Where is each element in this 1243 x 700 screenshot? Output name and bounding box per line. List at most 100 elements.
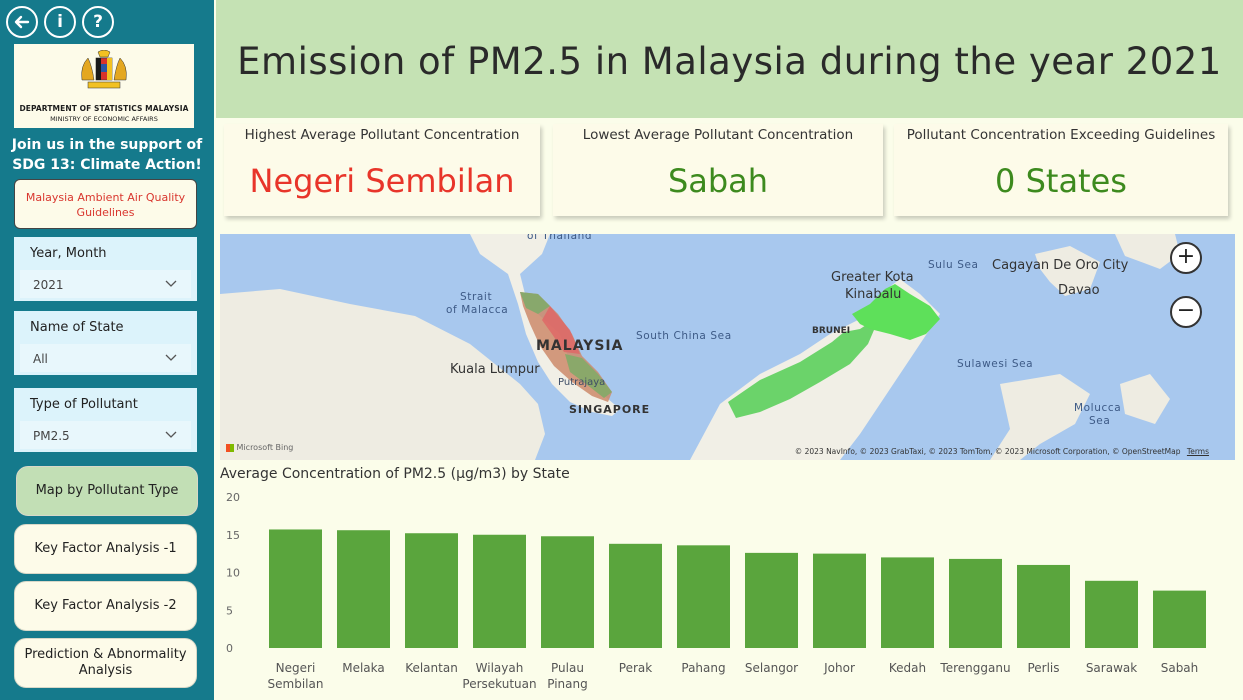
map-label-strait-2: of Malacca (446, 304, 509, 316)
bing-label: Microsoft Bing (236, 443, 294, 452)
pollutant-dropdown[interactable]: PM2.5 (20, 421, 191, 449)
x-tick-label: Negeri (276, 661, 316, 675)
filter-label: Name of State (30, 320, 124, 335)
back-arrow-icon[interactable] (6, 6, 38, 38)
terms-link[interactable]: Terms (1186, 447, 1209, 456)
map-label-kota-kinabalu: Greater Kota (831, 270, 914, 285)
y-tick-label: 20 (226, 491, 240, 504)
map-label-molucca: Molucca (1074, 402, 1122, 414)
air-quality-guidelines-button[interactable]: Malaysia Ambient Air Quality Guidelines (14, 179, 197, 229)
x-tick-label: Sarawak (1086, 661, 1137, 675)
attribution-text: © 2023 NavInfo, © 2023 GrabTaxi, © 2023 … (794, 447, 1181, 456)
zoom-out-button[interactable]: − (1170, 296, 1202, 328)
filter-value: PM2.5 (33, 429, 70, 443)
y-tick-label: 0 (226, 642, 233, 655)
bar-wilayah-persekutuan[interactable] (473, 534, 526, 648)
filter-value: 2021 (33, 278, 64, 292)
bar-terengganu[interactable] (949, 558, 1002, 648)
state-kelantan (542, 306, 580, 354)
y-tick-label: 15 (226, 529, 240, 542)
map-label-kuala-lumpur: Kuala Lumpur (450, 362, 540, 377)
x-tick-label: Kelantan (405, 661, 458, 675)
y-tick-label: 10 (226, 567, 240, 580)
land-sulawesi (990, 374, 1090, 460)
state-pahang-johor (565, 354, 612, 398)
kpi-value: Negeri Sembilan (249, 162, 515, 200)
kpi-value: Sabah (667, 162, 769, 200)
map-attribution: © 2023 NavInfo, © 2023 GrabTaxi, © 2023 … (795, 447, 1209, 456)
x-tick-label: Sembilan (268, 677, 324, 691)
chevron-down-icon (165, 280, 177, 287)
x-tick-label: Pahang (681, 661, 725, 675)
x-tick-label: Pulau (551, 661, 584, 675)
sidebar: i ? DEPARTMENT OF STATISTICS MALAYSIA MI… (0, 0, 214, 700)
y-tick-label: 5 (226, 604, 233, 617)
chevron-down-icon (165, 354, 177, 361)
map-label-davao: Davao (1058, 283, 1100, 298)
map-by-pollutant-button[interactable]: Map by Pollutant Type (16, 466, 198, 516)
key-factor-analysis-1-button[interactable]: Key Factor Analysis -1 (14, 524, 197, 574)
bar-johor[interactable] (813, 553, 866, 648)
help-icon-glyph: ? (93, 12, 103, 32)
x-tick-label: Kedah (889, 661, 926, 675)
filter-value: All (33, 352, 48, 366)
bar-kelantan[interactable] (405, 533, 458, 648)
map-label-cagayan: Cagayan De Oro City (992, 258, 1129, 273)
bar-sabah[interactable] (1153, 590, 1206, 648)
state-perlis-kedah (520, 292, 550, 314)
state-dropdown[interactable]: All (20, 344, 191, 372)
filter-pollutant: Type of Pollutant PM2.5 (14, 388, 197, 452)
map-label-sulawesi-sea: Sulawesi Sea (957, 358, 1034, 370)
map-label-singapore: SINGAPORE (569, 403, 651, 416)
year-month-dropdown[interactable]: 2021 (20, 270, 191, 298)
filter-label: Year, Month (30, 246, 107, 261)
map-label-south-china-sea: South China Sea (636, 330, 732, 342)
x-tick-label: Pinang (547, 677, 588, 691)
logo-card: DEPARTMENT OF STATISTICS MALAYSIA MINIST… (14, 44, 194, 128)
bar-pahang[interactable] (677, 545, 730, 648)
kpi-value: 0 States (995, 162, 1127, 200)
map-label-sulu-sea: Sulu Sea (928, 259, 979, 271)
bar-perak[interactable] (609, 543, 662, 648)
help-icon[interactable]: ? (82, 6, 114, 38)
bar-pulau-pinang[interactable] (541, 536, 594, 648)
pm25-bar-chart: 0 5 10 15 20 Negeri Sembilan Melaka Kelantan Wila… (226, 491, 1206, 691)
land-mindanao (1035, 246, 1100, 296)
header-banner: Emission of PM2.5 in Malaysia during the… (216, 0, 1243, 118)
bing-logo: Microsoft Bing (226, 443, 293, 452)
bar-kedah[interactable] (881, 557, 934, 648)
filter-label: Type of Pollutant (30, 397, 138, 412)
zoom-in-button[interactable]: + (1170, 242, 1202, 274)
nav-icons: i ? (6, 6, 114, 38)
x-tick-label: Sabah (1161, 661, 1199, 675)
key-factor-analysis-2-button[interactable]: Key Factor Analysis -2 (14, 581, 197, 631)
prediction-abnormality-button[interactable]: Prediction & Abnormality Analysis (14, 638, 197, 688)
map-label-malaysia: MALAYSIA (536, 338, 624, 354)
bar-selangor[interactable] (745, 552, 798, 648)
x-tick-label: Johor (823, 661, 855, 675)
bar-perlis[interactable] (1017, 564, 1070, 648)
info-icon[interactable]: i (44, 6, 76, 38)
malaysia-map[interactable]: of Thailand Strait of Malacca MALAYSIA K… (220, 234, 1235, 460)
page-title: Emission of PM2.5 in Malaysia during the… (237, 40, 1222, 83)
kpi-label: Highest Average Pollutant Concentration (244, 127, 520, 143)
x-tick-label: Selangor (745, 661, 798, 675)
logo-title: DEPARTMENT OF STATISTICS MALAYSIA (19, 104, 189, 113)
bar-negeri-sembilan[interactable] (269, 529, 322, 648)
x-tick-label: Persekutuan (462, 677, 536, 691)
filter-state: Name of State All (14, 311, 197, 375)
chart-title: Average Concentration of PM2.5 (µg/m3) b… (220, 466, 570, 482)
chevron-down-icon (165, 431, 177, 438)
land-molucca (1120, 374, 1170, 424)
bar-sarawak[interactable] (1085, 580, 1138, 648)
kpi-highest: Highest Average Pollutant Concentration … (224, 124, 540, 216)
malaysia-crest-icon (81, 50, 127, 89)
kpi-label: Pollutant Concentration Exceeding Guidel… (906, 127, 1216, 143)
bar-melaka[interactable] (337, 530, 390, 648)
map-graphic (220, 234, 1180, 460)
sdg-join-text: Join us in the support of SDG 13: Climat… (11, 137, 203, 173)
map-label-kota-kinabalu-2: Kinabalu (845, 287, 902, 302)
info-icon-glyph: i (57, 12, 63, 32)
land-sumatra (220, 289, 545, 460)
